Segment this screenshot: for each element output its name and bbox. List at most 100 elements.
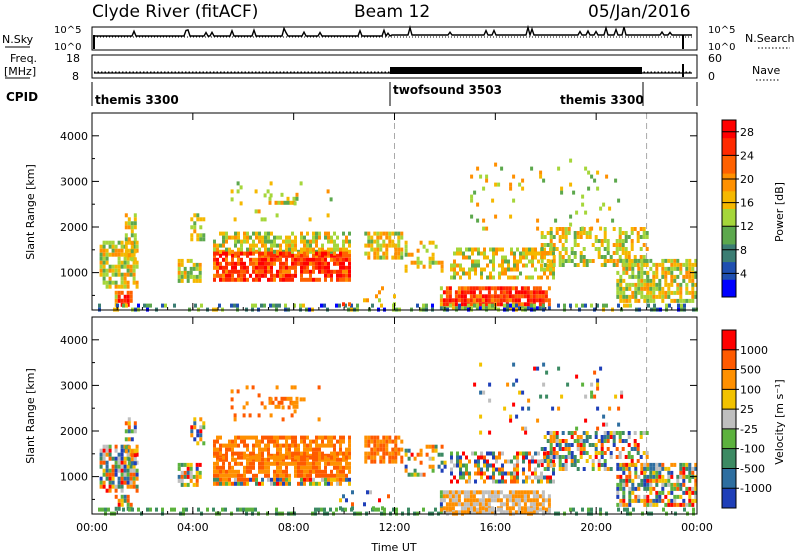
echo-cell <box>285 439 288 444</box>
echo-cell <box>413 260 417 265</box>
colorbar-tick-label: 4 <box>740 267 747 280</box>
echo-cell <box>538 286 542 291</box>
echo-cell <box>240 243 243 248</box>
echo-cell <box>258 443 261 448</box>
echo-cell <box>300 477 303 482</box>
echo-cell <box>516 471 519 476</box>
echo-cell <box>294 257 297 262</box>
echo-cell <box>261 261 264 266</box>
colorbar-frame <box>721 119 737 298</box>
echo-cell <box>640 478 644 483</box>
echo-cell <box>694 494 698 499</box>
echo-cell <box>288 451 291 456</box>
echo-cell <box>573 459 577 463</box>
echo-cell <box>539 394 543 399</box>
echo-cell <box>294 265 297 270</box>
echo-cell <box>643 294 647 299</box>
echo-cell <box>249 465 252 470</box>
echo-cell <box>502 502 506 507</box>
echo-cell <box>522 479 525 484</box>
echo-cell <box>531 471 534 476</box>
echo-cell <box>555 227 559 231</box>
echo-cell <box>252 247 255 252</box>
echo-cell <box>627 255 631 259</box>
echo-cell <box>345 273 348 278</box>
echo-cell <box>524 430 528 435</box>
echo-cell <box>129 484 133 489</box>
echo-cell <box>619 502 623 507</box>
echo-cell <box>99 272 103 277</box>
echo-cell <box>529 294 533 299</box>
echo-cell <box>394 251 398 256</box>
echo-cell <box>454 502 458 507</box>
echo-cell <box>558 235 562 239</box>
echo-cell <box>570 455 574 459</box>
echo-cell <box>243 481 246 486</box>
echo-cell <box>246 265 249 270</box>
echo-cell <box>567 455 571 459</box>
echo-cell <box>381 286 384 291</box>
echo-cell <box>484 298 488 303</box>
echo-cell <box>617 406 621 411</box>
echo-cell <box>382 455 386 460</box>
echo-cell <box>285 461 288 466</box>
echo-cell <box>532 494 536 499</box>
echo-cell <box>630 239 634 243</box>
echo-cell <box>535 506 539 511</box>
echo-cell <box>239 201 243 206</box>
echo-cell <box>520 490 524 495</box>
echo-cell <box>370 239 374 244</box>
echo-cell <box>270 455 273 460</box>
echo-cell <box>630 227 634 231</box>
echo-cell <box>528 251 531 256</box>
echo-cell <box>285 447 288 452</box>
echo-cell <box>315 455 318 460</box>
echo-cell <box>364 439 368 444</box>
echo-cell <box>543 247 546 252</box>
echo-cell <box>264 273 267 278</box>
echo-cell <box>342 243 345 248</box>
echo-cell <box>105 240 109 245</box>
echo-cell <box>640 274 644 279</box>
echo-cell <box>422 303 425 308</box>
echo-cell <box>348 451 351 456</box>
echo-cell <box>234 231 237 236</box>
echo-cell <box>195 474 199 479</box>
echo-cell <box>270 269 273 274</box>
echo-cell <box>538 302 542 307</box>
echo-cell <box>507 459 510 464</box>
echo-cell <box>318 457 321 462</box>
echo-cell <box>303 477 306 482</box>
echo-cell <box>186 466 190 471</box>
echo-cell <box>649 478 653 483</box>
echo-cell <box>255 235 258 240</box>
echo-cell <box>312 481 315 486</box>
echo-cell <box>685 298 689 303</box>
echo-cell <box>270 239 273 244</box>
echo-cell <box>240 247 243 252</box>
echo-cell <box>527 507 530 512</box>
echo-cell <box>495 479 498 484</box>
echo-cell <box>492 463 495 468</box>
echo-cell <box>645 247 649 251</box>
echo-cell <box>303 243 306 248</box>
echo-cell <box>549 235 553 239</box>
echo-cell <box>597 251 601 255</box>
echo-cell <box>620 390 624 395</box>
cpid-segment-3: themis 3300 <box>560 93 644 107</box>
echo-cell <box>505 298 509 303</box>
echo-cell <box>260 303 263 308</box>
echo-cell <box>228 443 231 448</box>
echo-cell <box>257 413 261 418</box>
colorbar-tick-label: 16 <box>740 197 754 210</box>
echo-cell <box>528 475 531 480</box>
echo-cell <box>495 459 498 464</box>
echo-cell <box>385 439 389 444</box>
echo-cell <box>450 451 453 456</box>
echo-cell <box>640 282 644 287</box>
echo-cell <box>636 447 640 451</box>
echo-cell <box>108 480 112 485</box>
echo-cell <box>544 298 548 303</box>
echo-cell <box>486 459 489 464</box>
echo-cell <box>333 451 336 456</box>
